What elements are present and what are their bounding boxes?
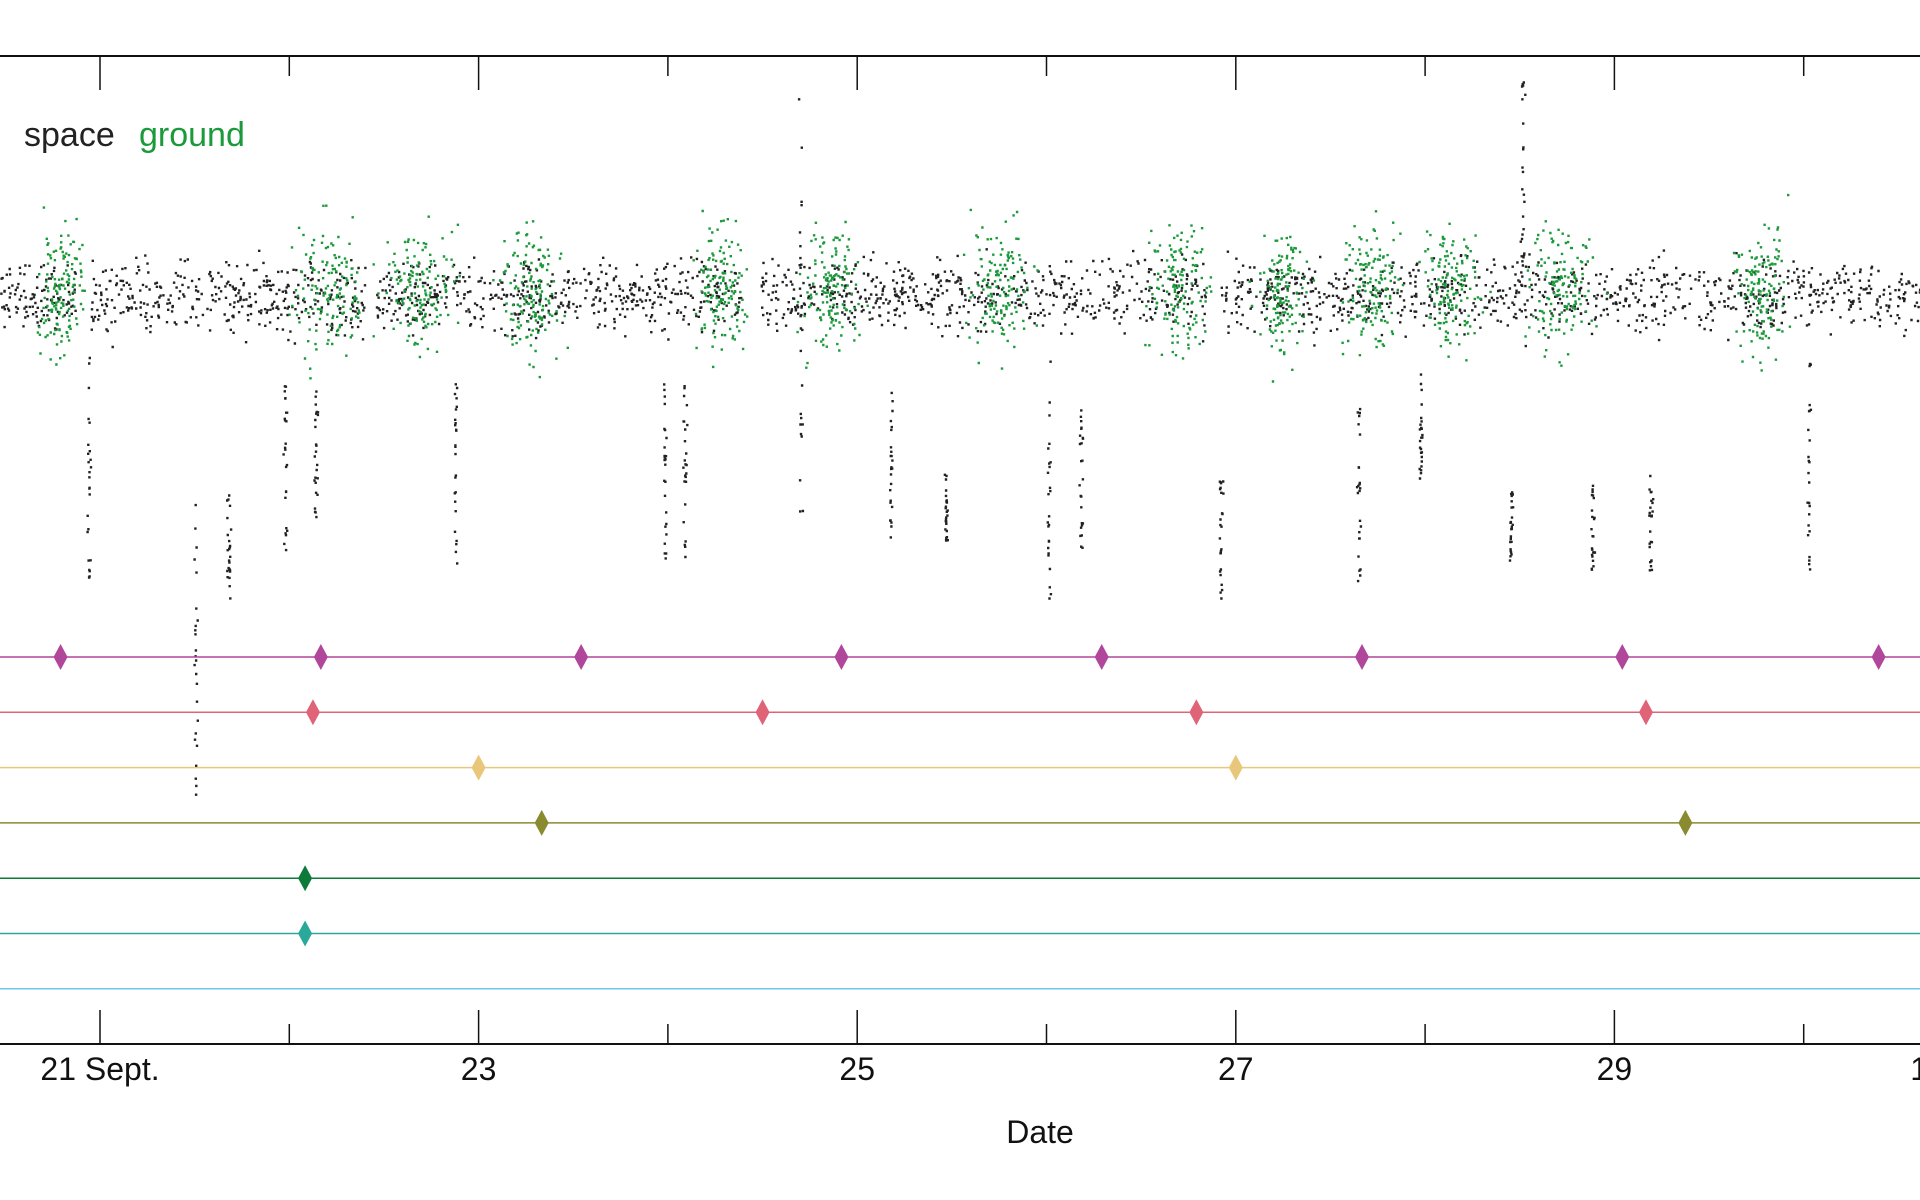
tick-label: 29 xyxy=(1597,1051,1633,1087)
event-marker xyxy=(1678,809,1693,836)
event-marker xyxy=(298,865,313,892)
event-marker xyxy=(1355,644,1369,670)
event-marker xyxy=(1638,699,1653,726)
tick-label: 25 xyxy=(839,1051,875,1087)
tick-label: 27 xyxy=(1218,1051,1254,1087)
event-marker xyxy=(1189,699,1204,726)
event-marker xyxy=(1094,644,1109,670)
space-series-points xyxy=(0,81,1920,796)
event-marker xyxy=(755,699,770,726)
event-marker xyxy=(313,644,328,670)
x-axis-title: Date xyxy=(1006,1114,1074,1150)
tick-label: 21 Sept. xyxy=(40,1051,159,1087)
event-marker xyxy=(298,920,313,947)
event-marker xyxy=(1615,644,1630,670)
event-marker xyxy=(471,754,486,781)
event-marker xyxy=(574,644,589,670)
tick-label: 23 xyxy=(461,1051,497,1087)
legend-label-ground: ground xyxy=(139,116,245,154)
legend: space ground xyxy=(24,116,245,154)
legend-label-space: space xyxy=(24,116,115,154)
event-rows xyxy=(0,644,1920,990)
event-marker xyxy=(53,644,68,670)
event-marker xyxy=(305,699,320,726)
ground-series-points xyxy=(36,193,1792,383)
event-marker xyxy=(834,644,849,670)
event-marker xyxy=(534,809,549,836)
event-marker xyxy=(1871,644,1886,670)
scatter-points xyxy=(0,81,1920,796)
event-marker xyxy=(1228,754,1243,781)
tick-label: 1 Oct. 2016 xyxy=(1910,1051,1920,1087)
x-axis-ticks xyxy=(99,56,1805,1044)
